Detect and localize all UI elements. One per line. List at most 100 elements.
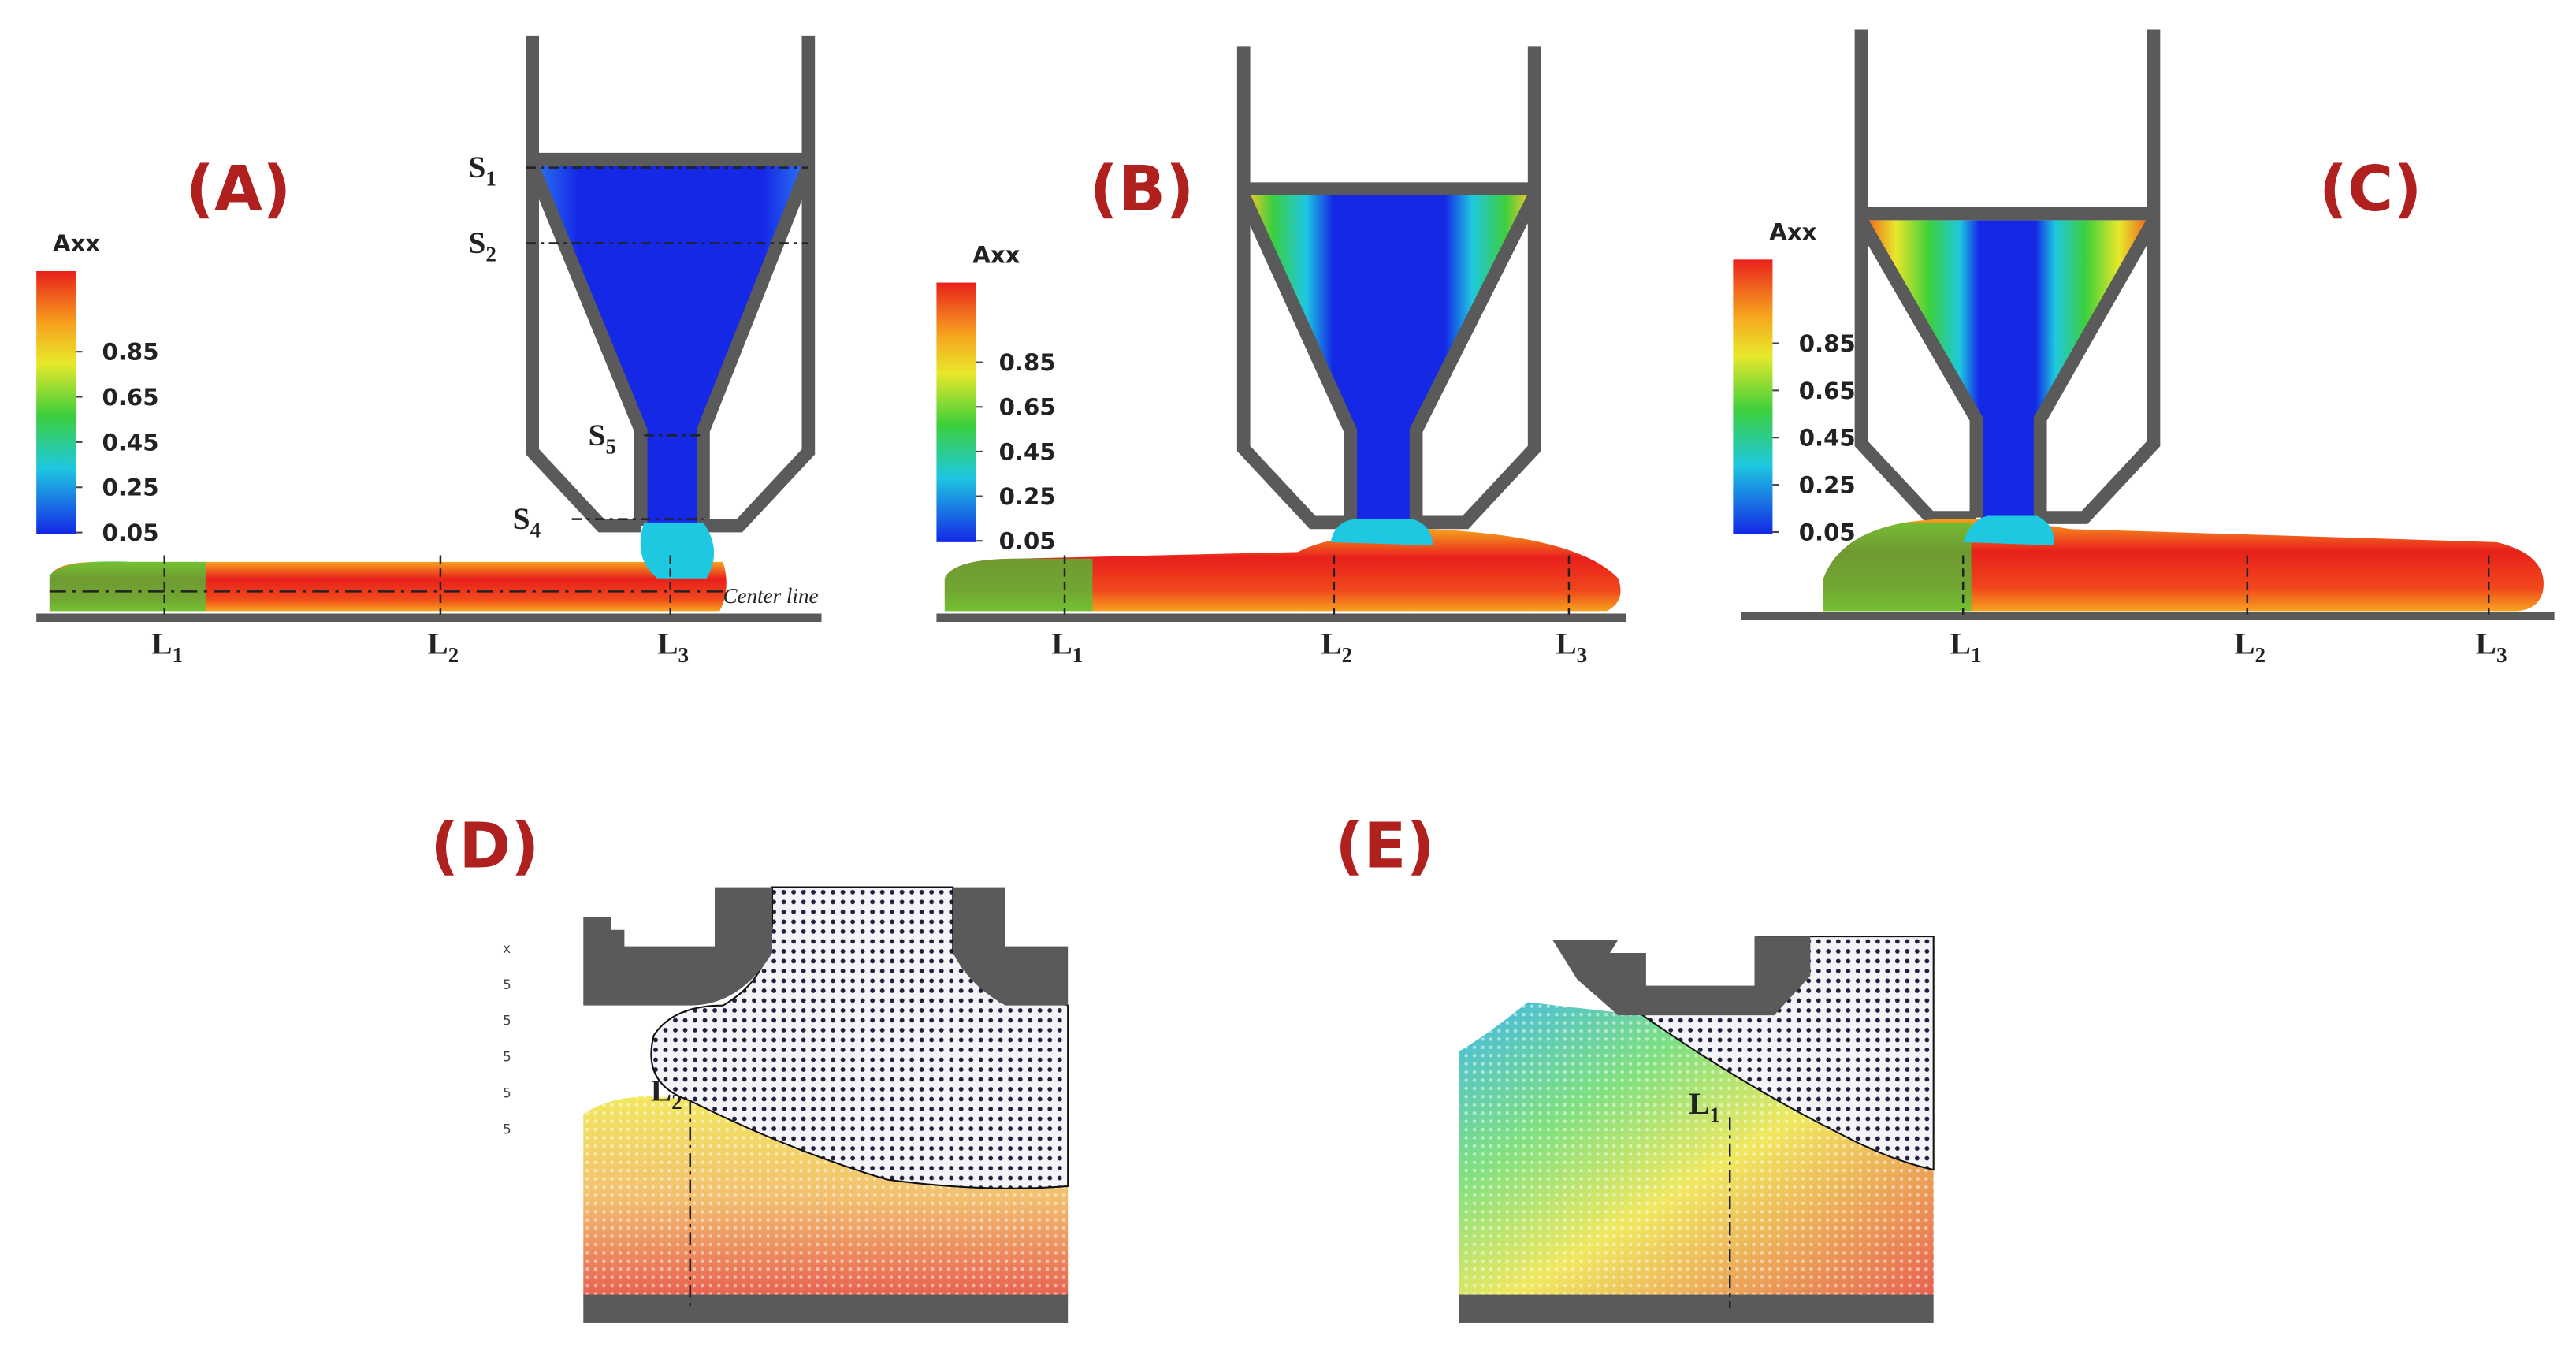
- flow-front: [1823, 522, 1972, 612]
- substrate: [583, 1294, 1069, 1323]
- marker-label-base: L: [2476, 627, 2496, 661]
- marker-label: L2: [427, 627, 459, 667]
- marker-label-base: L: [1689, 1086, 1709, 1121]
- panel-label: (E): [1335, 809, 1434, 883]
- colorbar-tick-label: 0.25: [1799, 472, 1856, 499]
- marker-label-base: L: [1950, 627, 1971, 661]
- marker-label-sub: 1: [172, 643, 183, 667]
- marker-label: L1: [151, 627, 183, 667]
- marker-label-base: L: [1556, 627, 1576, 661]
- nozzle-wall: [1236, 46, 1541, 530]
- flow-front: [49, 561, 206, 612]
- marker-label: L2: [1321, 627, 1352, 667]
- panel-label: (A): [186, 152, 292, 225]
- panel-label: (C): [2319, 152, 2422, 225]
- section-label-sub: 1: [485, 167, 496, 191]
- section-label-sub: 5: [606, 434, 617, 458]
- marker-label-sub: 2: [671, 1090, 682, 1114]
- colorbar-tick-label: 0.45: [102, 429, 159, 456]
- colorbar-tick-label: 0.05: [999, 528, 1056, 555]
- colorbar-tick-label: 0.45: [1799, 425, 1856, 452]
- nozzle-wall: [526, 35, 816, 533]
- section-label-base: S: [513, 501, 530, 536]
- marker-label-base: L: [651, 1074, 671, 1108]
- marker-label-sub: 1: [1710, 1103, 1721, 1127]
- colorbar-tick-label: 0.65: [1799, 378, 1856, 404]
- section-label-sub: 4: [530, 519, 541, 542]
- flow-front: [944, 558, 1093, 612]
- colorbar: [1733, 259, 1773, 534]
- marker-label: L3: [1556, 627, 1587, 667]
- side-tick: 5: [503, 1122, 511, 1137]
- marker-label-base: L: [1321, 627, 1341, 661]
- side-tick: 5: [503, 1050, 511, 1065]
- side-tick: 5: [503, 1014, 511, 1029]
- marker-label-base: L: [657, 627, 678, 661]
- colorbar-tick-label: 0.05: [1799, 519, 1856, 545]
- colorbar-title: Axx: [972, 242, 1020, 269]
- nozzle-block: [583, 887, 772, 1006]
- section-label-base: S: [589, 418, 606, 452]
- marker-label-sub: 2: [2255, 643, 2266, 667]
- colorbar-tick-label: 0.65: [102, 384, 159, 411]
- fluid-colored-dots: [583, 1096, 1069, 1298]
- section-label-base: S: [468, 150, 485, 184]
- marker-label-sub: 2: [448, 643, 459, 667]
- marker-label: L2: [2234, 627, 2266, 667]
- colorbar-tick-label: 0.25: [999, 483, 1056, 510]
- colorbar-title: Axx: [53, 230, 100, 257]
- nozzle-block: [953, 887, 1069, 1006]
- marker-label-sub: 3: [678, 643, 689, 667]
- colorbar: [936, 282, 976, 542]
- colorbar-tick-label: 0.85: [1799, 330, 1856, 357]
- colorbar-tick-label: 0.25: [102, 474, 159, 501]
- nozzle-block: [1552, 936, 1811, 1016]
- center-line-label: Center line: [723, 584, 818, 608]
- section-label: S1: [468, 150, 496, 190]
- marker-label-base: L: [151, 627, 172, 661]
- marker-label: L1: [1689, 1086, 1720, 1126]
- marker-label-base: L: [2234, 627, 2254, 661]
- marker-label-sub: 1: [1072, 643, 1084, 667]
- section-label: S4: [513, 501, 541, 541]
- section-label-base: S: [468, 225, 485, 260]
- side-tick: x: [503, 941, 511, 956]
- substrate: [1459, 1294, 1934, 1323]
- section-label-sub: 2: [485, 242, 496, 266]
- marker-label-sub: 1: [1971, 643, 1982, 667]
- marker-label-sub: 3: [1577, 643, 1588, 667]
- fluid-dotted: [1641, 936, 1935, 1171]
- marker-label-base: L: [1051, 627, 1072, 661]
- funnel-fluid: [538, 166, 802, 536]
- marker-label: L3: [657, 627, 689, 667]
- marker-label-base: L: [427, 627, 448, 661]
- colorbar-title: Axx: [1769, 218, 1816, 245]
- marker-label-sub: 2: [1342, 643, 1353, 667]
- panel-label: (B): [1090, 152, 1195, 225]
- colorbar: [36, 270, 76, 534]
- marker-label: L3: [2476, 627, 2507, 667]
- funnel-fluid: [1868, 220, 2147, 528]
- colorbar-tick-label: 0.85: [102, 339, 159, 366]
- colorbar-tick-label: 0.05: [102, 519, 159, 546]
- section-label: S2: [468, 225, 496, 266]
- flow-layer: [944, 529, 1621, 612]
- marker-label: L2: [651, 1074, 682, 1114]
- plug: [1330, 519, 1433, 546]
- marker-label: L1: [1051, 627, 1083, 667]
- fluid-colored-dots: [1459, 1002, 1934, 1298]
- nozzle-wall: [1854, 29, 2161, 524]
- colorbar-tick-label: 0.45: [999, 438, 1056, 465]
- marker-label: L1: [1950, 627, 1982, 667]
- section-label: S5: [589, 418, 617, 458]
- marker-label-sub: 3: [2496, 643, 2507, 667]
- colorbar-tick-label: 0.65: [999, 394, 1056, 421]
- funnel-fluid: [1250, 195, 1528, 533]
- side-tick: 5: [503, 1085, 511, 1100]
- flow-layer: [49, 561, 727, 612]
- plug: [640, 522, 715, 579]
- side-tick: 5: [503, 977, 511, 992]
- panel-label: (D): [430, 809, 539, 883]
